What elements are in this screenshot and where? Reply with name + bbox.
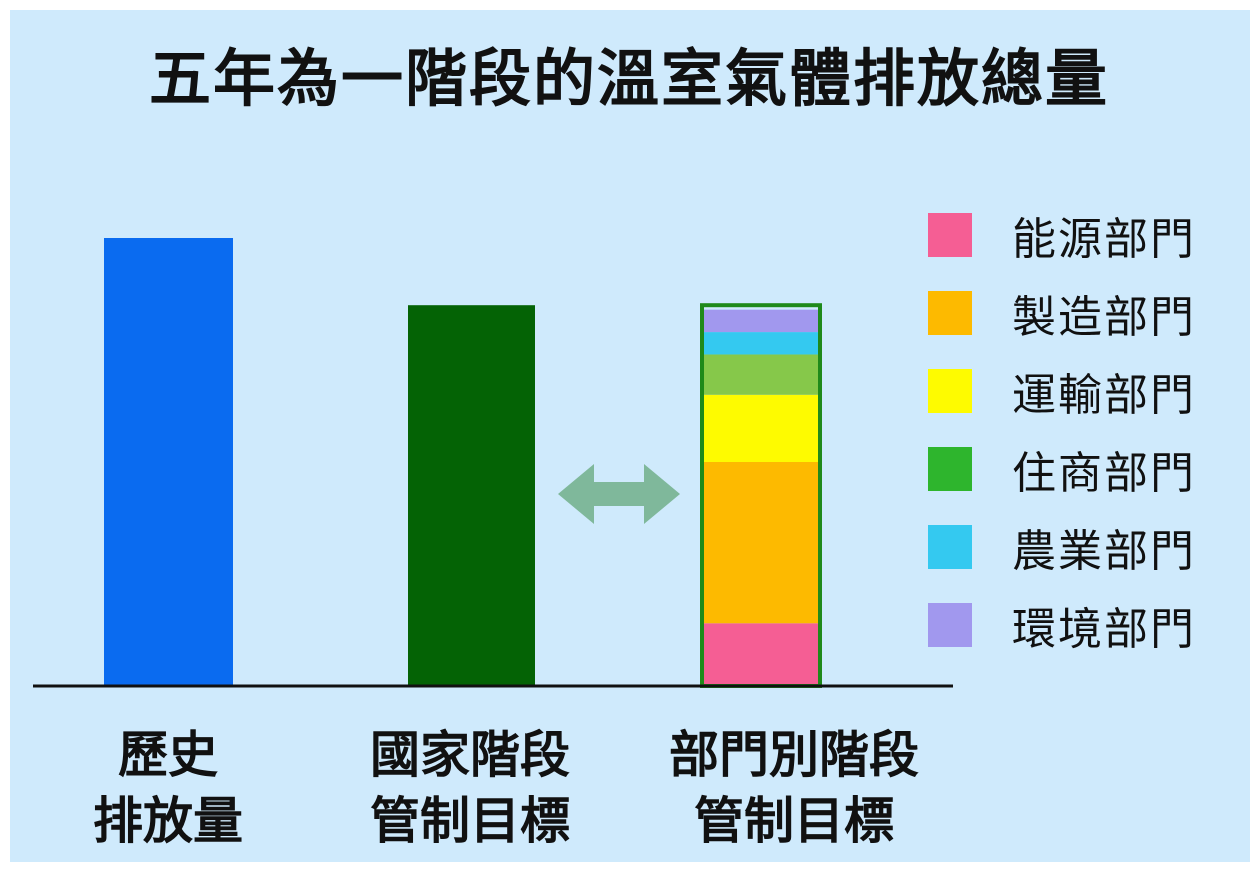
category-label-historical: 歷史 排放量	[93, 726, 243, 850]
stack-segment-transport	[702, 394, 820, 462]
legend-item-agriculture: 農業部門	[928, 508, 1196, 586]
stack-segment-manufacturing	[702, 462, 820, 624]
legend-swatch-agriculture	[928, 525, 972, 569]
stack-segment-residential-commercial	[702, 354, 820, 395]
stack-segment-agriculture	[702, 332, 820, 355]
legend: 能源部門 製造部門 運輸部門 住商部門 農業部門 環境部門	[928, 196, 1196, 664]
legend-item-manufacturing: 製造部門	[928, 274, 1196, 352]
legend-item-residential-commercial: 住商部門	[928, 430, 1196, 508]
stack-segment-energy	[702, 623, 820, 686]
bar-historical-emissions	[104, 238, 233, 686]
bar-national-target	[408, 305, 535, 686]
legend-label-energy: 能源部門	[1012, 214, 1196, 265]
legend-label-transport: 運輸部門	[1012, 370, 1196, 421]
category-label-national-target: 國家階段 管制目標	[370, 726, 570, 850]
legend-label-agriculture: 農業部門	[1012, 526, 1196, 577]
category-label-sector-target: 部門別階段 管制目標	[669, 726, 919, 850]
comparison-double-arrow	[558, 464, 680, 524]
legend-item-environment: 環境部門	[928, 586, 1196, 664]
stack-segment-environment	[702, 309, 820, 333]
legend-label-residential-commercial: 住商部門	[1012, 448, 1196, 499]
legend-swatch-energy	[928, 213, 972, 257]
legend-swatch-residential-commercial	[928, 447, 972, 491]
legend-item-transport: 運輸部門	[928, 352, 1196, 430]
legend-label-environment: 環境部門	[1012, 604, 1196, 655]
chart-title: 五年為一階段的溫室氣體排放總量	[148, 42, 1109, 115]
legend-label-manufacturing: 製造部門	[1012, 292, 1196, 343]
legend-swatch-manufacturing	[928, 291, 972, 335]
legend-item-energy: 能源部門	[928, 196, 1196, 274]
legend-swatch-transport	[928, 369, 972, 413]
legend-swatch-environment	[928, 603, 972, 647]
